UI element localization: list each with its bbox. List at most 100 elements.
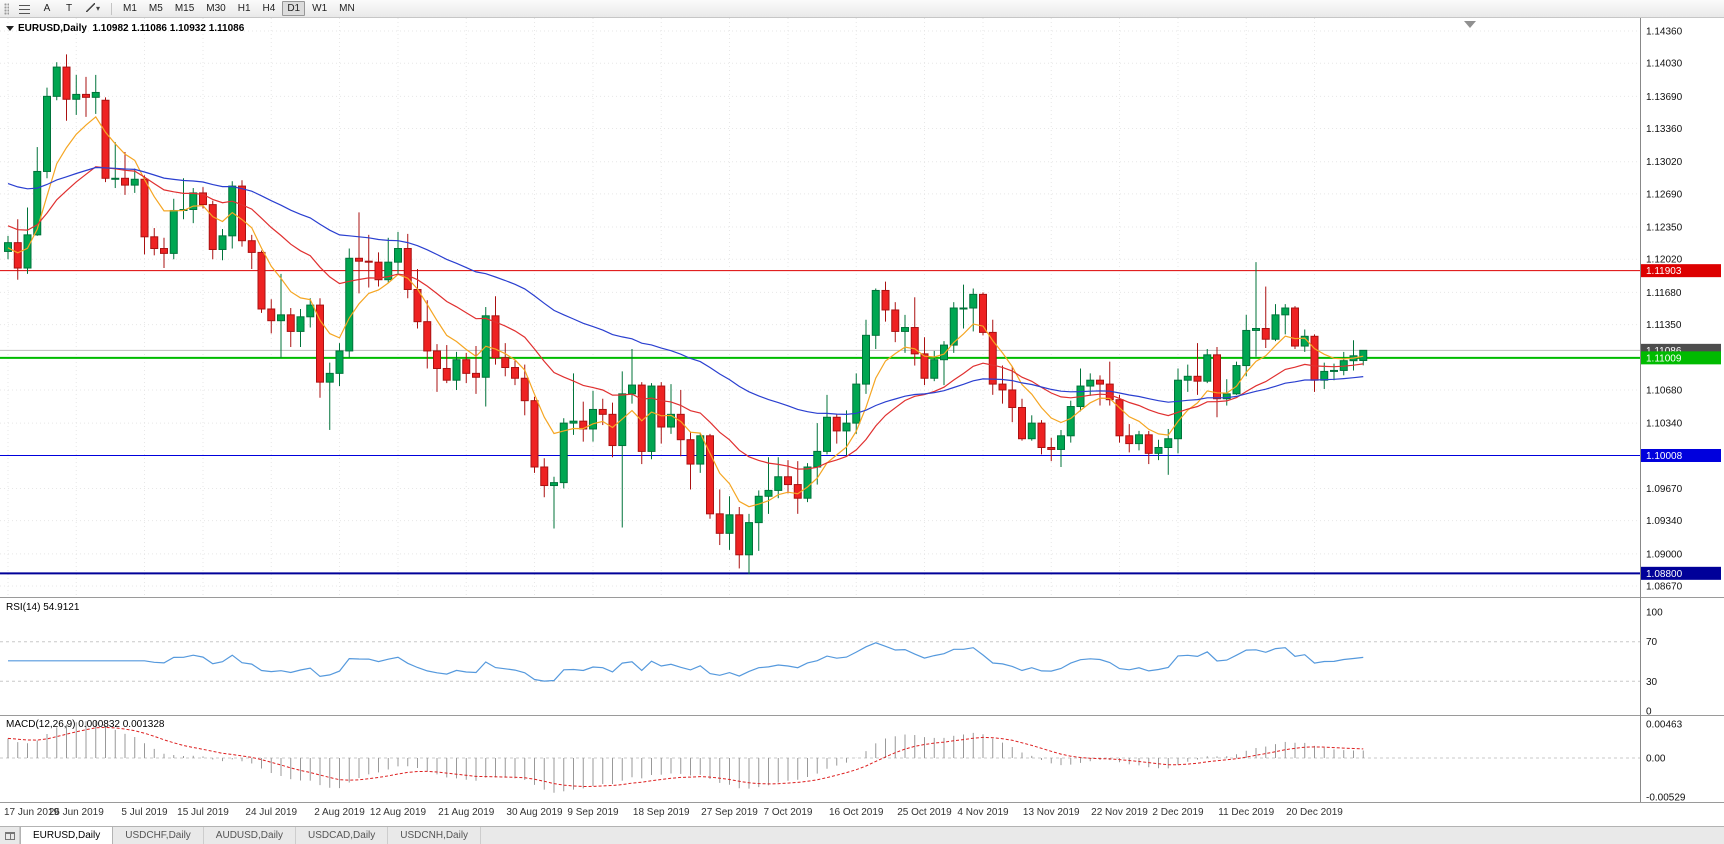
candle-body <box>1183 375 1192 381</box>
indicator-lines-icon[interactable] <box>14 1 35 16</box>
candle-body <box>462 359 471 374</box>
candle-body <box>394 248 402 263</box>
moving-average-line-7 <box>7 115 1364 508</box>
candle-body <box>296 316 305 332</box>
price-tick-label: 1.13020 <box>1646 157 1683 168</box>
chart-tab-usdcad-daily[interactable]: USDCAD,Daily <box>296 827 389 844</box>
candle-body <box>1066 406 1075 437</box>
candle-body <box>247 240 256 253</box>
candle-body <box>813 450 822 468</box>
toolbar-separator <box>111 2 113 15</box>
candle-body <box>160 248 168 254</box>
candle-body <box>150 236 159 250</box>
price-tick-label: 1.12020 <box>1646 255 1683 266</box>
price-tick-label: 1.09000 <box>1646 549 1683 560</box>
candle-body <box>891 309 900 332</box>
candle-body <box>715 513 724 534</box>
chart-toolbar: A T ▾ M1 M5 M15 M30 H1 H4 D1 W1 MN <box>0 0 1724 18</box>
text-tool-button[interactable]: T <box>59 1 79 16</box>
candle-body <box>501 357 510 369</box>
macd-axis-label: 0.00 <box>1646 754 1666 765</box>
price-tick-label: 1.13690 <box>1646 92 1683 103</box>
candle-body <box>1037 422 1046 448</box>
blue-support-badge <box>1641 448 1721 462</box>
timeframe-button-mn[interactable]: MN <box>334 1 360 16</box>
candle-body <box>238 185 246 242</box>
timeframe-button-m1[interactable]: M1 <box>118 1 142 16</box>
chart-tab-usdcnh-daily[interactable]: USDCNH,Daily <box>388 827 482 844</box>
candle-body <box>774 476 783 491</box>
price-tick-label: 1.09670 <box>1646 484 1683 495</box>
candle-body <box>998 383 1007 391</box>
trendline-icon <box>86 3 95 12</box>
candle-body <box>949 307 958 346</box>
date-axis-label: 16 Oct 2019 <box>829 807 884 818</box>
candle-body <box>306 304 315 318</box>
candle-body <box>930 359 939 379</box>
arrow-tool-button[interactable]: A <box>37 1 57 16</box>
lines-icon <box>19 5 30 14</box>
candle-body <box>520 377 529 402</box>
candle-body <box>1135 434 1143 445</box>
chart-tab-audusd-daily[interactable]: AUDUSD,Daily <box>204 827 297 844</box>
candle-body <box>199 192 207 206</box>
candle-body <box>140 178 149 238</box>
timeframe-button-m15[interactable]: M15 <box>170 1 199 16</box>
timeframe-button-m30[interactable]: M30 <box>201 1 230 16</box>
candle-body <box>823 416 831 452</box>
candle-body <box>735 514 744 556</box>
price-tick-label: 1.09340 <box>1646 516 1683 527</box>
date-axis-label: 27 Sep 2019 <box>701 807 758 818</box>
candle-body <box>374 261 383 281</box>
candle-body <box>1271 314 1280 340</box>
candle-body <box>1018 407 1026 440</box>
candle-body <box>803 466 812 499</box>
rsi-axis-label: 70 <box>1646 637 1658 648</box>
candle-body <box>325 372 334 383</box>
chart-menu-icon[interactable] <box>6 26 14 31</box>
candle-body <box>403 248 412 290</box>
window-list-button[interactable] <box>0 827 20 844</box>
candle-body <box>598 408 607 415</box>
timeframe-button-w1[interactable]: W1 <box>307 1 332 16</box>
candle-body <box>1144 434 1153 454</box>
chart-shift-marker-icon[interactable] <box>1464 21 1476 28</box>
candle-body <box>452 359 461 381</box>
candle-body <box>1281 307 1290 316</box>
chart-canvas[interactable]: 1.14360 1.14030 1.13690 1.13360 1.13020 1.126… <box>0 18 1724 824</box>
chart-tab-usdchf-daily[interactable]: USDCHF,Daily <box>113 827 204 844</box>
timeframe-button-m5[interactable]: M5 <box>144 1 168 16</box>
candle-body <box>988 331 997 385</box>
candle-body <box>628 384 636 395</box>
price-tick-label: 1.11680 <box>1646 288 1682 299</box>
macd-axis-label: 0.00463 <box>1646 719 1683 730</box>
candle-body <box>832 416 841 432</box>
candle-body <box>218 235 227 250</box>
price-tick-label: 1.10680 <box>1646 385 1683 396</box>
chart-window[interactable]: EURUSD,Daily 1.10982 1.11086 1.10932 1.1… <box>0 18 1724 824</box>
candle-body <box>1008 389 1017 409</box>
candle-body <box>676 413 685 441</box>
rsi-axis-label: 100 <box>1646 608 1663 619</box>
timeframe-button-d1[interactable]: D1 <box>282 1 306 16</box>
candle-body <box>91 91 100 98</box>
candle-body <box>442 367 451 381</box>
trendline-tool-dropdown[interactable]: ▾ <box>81 1 105 16</box>
candle-body <box>979 293 987 333</box>
candle-body <box>745 522 753 556</box>
candle-body <box>23 234 32 269</box>
date-axis-label: 2 Aug 2019 <box>314 807 365 818</box>
date-axis-label: 20 Dec 2019 <box>1286 807 1343 818</box>
candle-body <box>364 260 373 263</box>
candle-body <box>423 321 432 352</box>
candle-body <box>228 185 237 237</box>
toolbar-grip-handle[interactable] <box>4 2 9 15</box>
timeframe-button-h1[interactable]: H1 <box>233 1 256 16</box>
chart-tab-eurusd-daily[interactable]: EURUSD,Daily <box>20 827 114 844</box>
chart-tab-bar: EURUSD,Daily USDCHF,Daily AUDUSD,Daily USDC… <box>0 826 1724 844</box>
moving-average-line-50 <box>7 166 1364 416</box>
date-axis-label: 7 Oct 2019 <box>764 807 813 818</box>
timeframe-button-h4[interactable]: H4 <box>258 1 281 16</box>
candle-body <box>862 334 870 385</box>
candle-body <box>62 66 71 100</box>
